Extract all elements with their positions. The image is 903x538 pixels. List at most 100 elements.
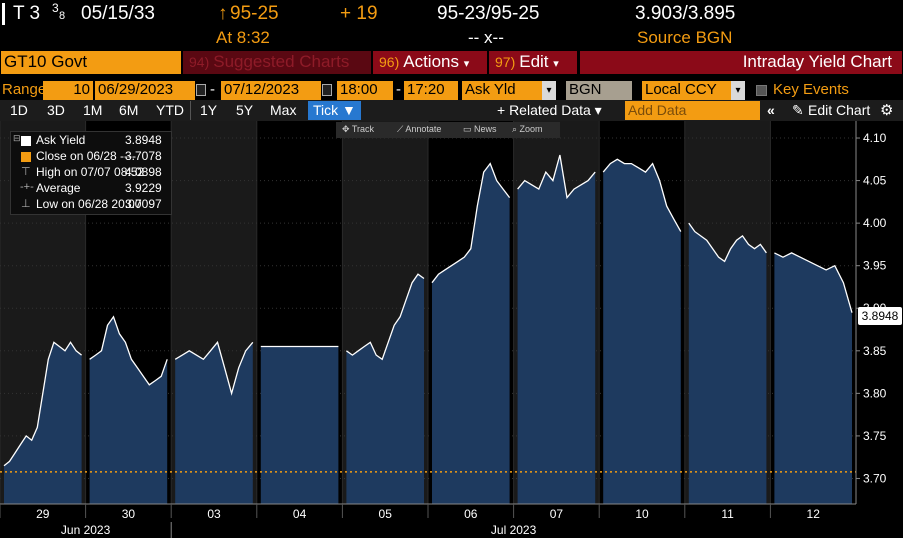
- key-events-checkbox[interactable]: [756, 85, 767, 96]
- y-tick-label: 3.80: [863, 386, 887, 400]
- actions-button[interactable]: 96) Actions ▾: [373, 51, 487, 74]
- currency-dropdown-icon[interactable]: ▾: [731, 81, 745, 100]
- start-calendar-icon[interactable]: [196, 84, 206, 96]
- yield-chart[interactable]: 3.703.753.803.853.903.954.004.054.102930…: [0, 121, 903, 538]
- tick-button[interactable]: Tick ▼: [308, 101, 361, 120]
- period-1y[interactable]: 1Y: [200, 102, 218, 118]
- price-up-arrow-icon: ↑: [218, 3, 228, 24]
- zoom-label: Zoom: [519, 124, 543, 134]
- related-data-button[interactable]: + Related Data ▾: [497, 102, 602, 118]
- x-tick-label: 12: [807, 507, 821, 521]
- coupon-denominator: 8: [59, 10, 66, 22]
- series-line-03: [174, 340, 254, 396]
- annotate-tool[interactable]: ⟋ Annotate: [397, 124, 442, 134]
- y-tick-label: 4.00: [863, 216, 887, 230]
- low-marker-icon: ⊥: [21, 198, 31, 210]
- collapse-icon[interactable]: «: [767, 102, 775, 118]
- last-price: 95-25: [230, 3, 279, 24]
- quote-size: -- x--: [468, 28, 504, 47]
- range-dash: -: [210, 81, 215, 98]
- legend-label-ask-yield: Ask Yield: [36, 133, 86, 147]
- period-max[interactable]: Max: [270, 102, 297, 118]
- legend-label-close: Close on 06/28 ----: [36, 149, 137, 163]
- y-tick-label: 3.95: [863, 259, 887, 273]
- chart-title: Intraday Yield Chart: [580, 51, 902, 74]
- series-line-06: [431, 162, 511, 284]
- series-line-10: [602, 158, 682, 232]
- period-1d[interactable]: 1D: [10, 102, 28, 118]
- start-date-field[interactable]: 06/29/2023: [95, 81, 195, 100]
- suggested-charts-button[interactable]: 94) Suggested Charts: [183, 51, 371, 74]
- news-tool[interactable]: ▭ News: [463, 124, 497, 134]
- legend-swatch-close: [21, 152, 31, 162]
- legend-label-low: Low on 06/28 20:00: [36, 197, 142, 211]
- period-ytd[interactable]: YTD: [156, 102, 184, 118]
- y-tick-label: 4.10: [863, 131, 887, 145]
- actions-num: 96): [379, 54, 400, 70]
- series-line-12: [774, 252, 853, 313]
- series-line-30: [89, 315, 168, 386]
- maturity-date: 05/15/33: [81, 3, 155, 24]
- chart-legend: [10, 131, 172, 215]
- key-events-label: Key Events: [773, 81, 849, 98]
- y-axis-panel: [856, 121, 903, 538]
- area-session-07: [517, 155, 596, 504]
- legend-value-close: 3.7078: [125, 149, 162, 163]
- edit-chart-button[interactable]: Edit Chart: [808, 102, 871, 118]
- add-data-input[interactable]: Add Data: [625, 101, 760, 120]
- area-session-10: [603, 159, 681, 505]
- start-time-field[interactable]: 18:00: [337, 81, 393, 100]
- y-tick-label: 3.70: [863, 471, 887, 485]
- high-marker-icon: ⊤: [21, 166, 31, 178]
- security-field[interactable]: GT10 Govt: [1, 51, 181, 74]
- news-label: News: [474, 124, 497, 134]
- series-line-07: [517, 154, 596, 200]
- legend-collapse-icon[interactable]: ⊟: [13, 133, 21, 143]
- zoom-tool[interactable]: ⌕ Zoom: [512, 124, 543, 134]
- separator: [190, 101, 191, 120]
- series-line-05: [346, 273, 425, 361]
- period-1m[interactable]: 1M: [83, 102, 103, 118]
- area-session-03: [175, 342, 253, 504]
- quote-time: At 8:32: [216, 28, 270, 47]
- x-tick-label: 11: [721, 507, 734, 521]
- source-field[interactable]: BGN: [566, 81, 632, 100]
- suggested-charts-label: Suggested Charts: [213, 52, 350, 71]
- field-select[interactable]: Ask Yld: [462, 81, 542, 100]
- edit-num: 97): [495, 54, 516, 70]
- period-5y[interactable]: 5Y: [236, 102, 254, 118]
- field-dropdown-icon[interactable]: ▾: [542, 81, 556, 100]
- pencil-icon[interactable]: ✎: [792, 102, 804, 118]
- actions-caret-icon: ▾: [463, 58, 470, 70]
- currency-select[interactable]: Local CCY: [642, 81, 732, 100]
- y-tick-label: 3.85: [863, 344, 887, 358]
- x-tick-label: 05: [379, 507, 393, 521]
- edit-button[interactable]: 97) Edit ▾: [489, 51, 577, 74]
- x-tick-label: 10: [635, 507, 649, 521]
- period-6m[interactable]: 6M: [119, 102, 139, 118]
- y-tick-label: 4.05: [863, 174, 887, 188]
- track-tool[interactable]: ✥ Track: [342, 124, 375, 134]
- quote-source: Source BGN: [637, 28, 733, 47]
- coupon-numerator: 3: [52, 1, 59, 15]
- edit-caret-icon: ▾: [553, 58, 559, 70]
- last-value-label: 3.8948: [858, 307, 902, 325]
- annotate-label: Annotate: [405, 124, 442, 134]
- bid-ask-yield: 3.903/3.895: [635, 3, 736, 24]
- month-label: Jun 2023: [61, 523, 111, 537]
- x-tick-label: 04: [293, 507, 307, 521]
- end-date-field[interactable]: 07/12/2023: [221, 81, 321, 100]
- suggested-charts-num: 94): [189, 54, 210, 70]
- legend-label-high: High on 07/07 08:52: [36, 165, 145, 179]
- legend-value-low: 3.7097: [125, 197, 162, 211]
- range-label: Range: [2, 81, 47, 98]
- ticker: T 3: [13, 3, 41, 24]
- period-3d[interactable]: 3D: [47, 102, 65, 118]
- end-calendar-icon[interactable]: [322, 84, 332, 96]
- end-time-field[interactable]: 17:20: [404, 81, 458, 100]
- x-tick-label: 03: [207, 507, 221, 521]
- area-session-05: [346, 274, 424, 504]
- legend-value-average: 3.9229: [125, 181, 162, 195]
- interval-field[interactable]: 10: [43, 81, 93, 100]
- gear-icon[interactable]: ⚙: [880, 102, 894, 119]
